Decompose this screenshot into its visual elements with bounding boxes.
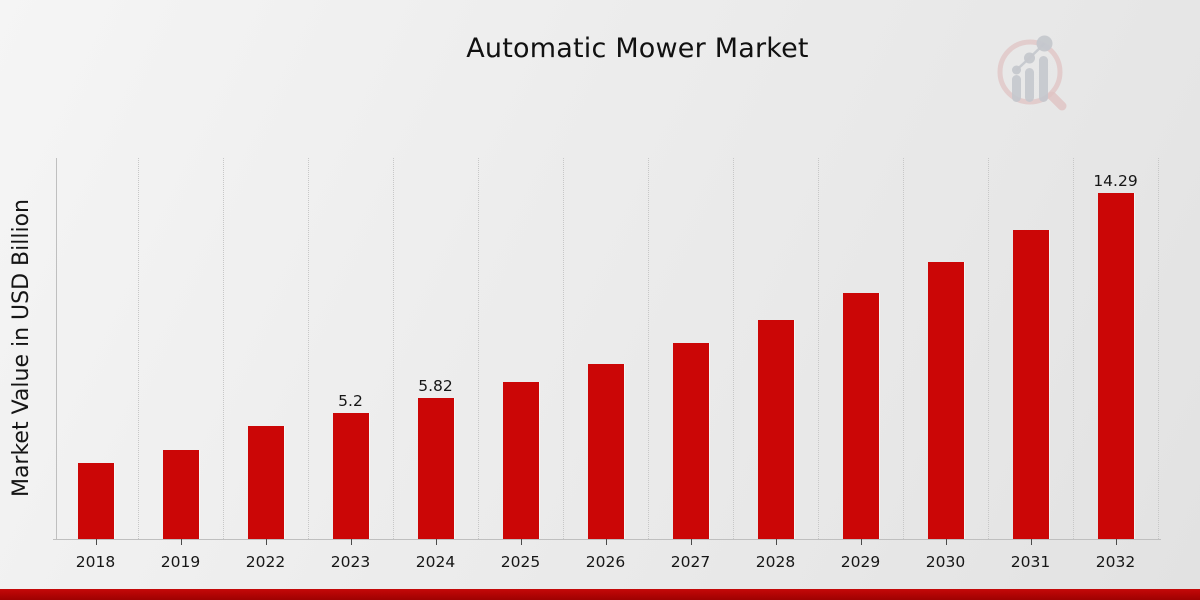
x-axis-label-2024: 2024	[415, 553, 456, 571]
bar-value-label-2032: 14.29	[1093, 172, 1138, 190]
bar-2024	[417, 398, 454, 539]
gridline	[137, 158, 139, 539]
x-axis-label-2027: 2027	[670, 553, 711, 571]
x-axis-label-2022: 2022	[245, 553, 286, 571]
bar-2032	[1097, 193, 1134, 539]
x-axis-tick	[690, 539, 692, 545]
bar-2029	[842, 293, 879, 539]
x-axis-tick	[1030, 539, 1032, 545]
gridline	[562, 158, 564, 539]
y-axis-line	[56, 158, 57, 539]
x-axis-tick	[860, 539, 862, 545]
bar-2031	[1012, 230, 1049, 539]
x-axis-label-2019: 2019	[160, 553, 201, 571]
gridline	[307, 158, 309, 539]
x-axis-tick	[520, 539, 522, 545]
plot-area: 2018 2019 2022 5.2 2023 5.82 2024 2025 2026 2027 2…	[53, 158, 1159, 571]
gridline	[222, 158, 224, 539]
bar-2022	[247, 426, 284, 539]
x-axis-label-2032: 2032	[1095, 553, 1136, 571]
x-axis-tick	[265, 539, 267, 545]
chart-title: Automatic Mower Market	[466, 33, 809, 64]
gridline	[1072, 158, 1074, 539]
x-axis-label-2026: 2026	[585, 553, 626, 571]
y-axis-title-container: Market Value in USD Billion	[6, 158, 36, 539]
bar-value-label-2024: 5.82	[418, 377, 453, 395]
gridline	[987, 158, 989, 539]
bar-2028	[757, 320, 794, 539]
bar-2025	[502, 382, 539, 539]
gridline	[1157, 158, 1159, 539]
gridline	[732, 158, 734, 539]
bar-2030	[927, 262, 964, 539]
x-axis-tick	[605, 539, 607, 545]
bar-2026	[587, 364, 624, 539]
gridline	[392, 158, 394, 539]
x-axis-label-2031: 2031	[1010, 553, 1051, 571]
x-axis-label-2030: 2030	[925, 553, 966, 571]
x-axis-tick	[350, 539, 352, 545]
gridline	[902, 158, 904, 539]
bar-2018	[77, 463, 114, 539]
x-axis-line	[53, 539, 1161, 540]
x-axis-label-2018: 2018	[75, 553, 116, 571]
gridline	[477, 158, 479, 539]
gridline	[817, 158, 819, 539]
y-axis-title: Market Value in USD Billion	[8, 199, 34, 498]
x-axis-tick	[95, 539, 97, 545]
bar-2027	[672, 343, 709, 539]
x-axis-label-2025: 2025	[500, 553, 541, 571]
x-axis-label-2029: 2029	[840, 553, 881, 571]
bar-2023	[332, 413, 369, 539]
x-axis-tick	[435, 539, 437, 545]
x-axis-label-2023: 2023	[330, 553, 371, 571]
magnifier-bar-chart-logo-icon	[997, 35, 1067, 111]
x-axis-tick	[180, 539, 182, 545]
x-axis-tick	[1115, 539, 1117, 545]
bar-value-label-2023: 5.2	[338, 392, 363, 410]
x-axis-tick	[945, 539, 947, 545]
footer-banner	[0, 589, 1200, 600]
gridline	[647, 158, 649, 539]
x-axis-tick	[775, 539, 777, 545]
x-axis-label-2028: 2028	[755, 553, 796, 571]
bar-2019	[162, 450, 199, 539]
